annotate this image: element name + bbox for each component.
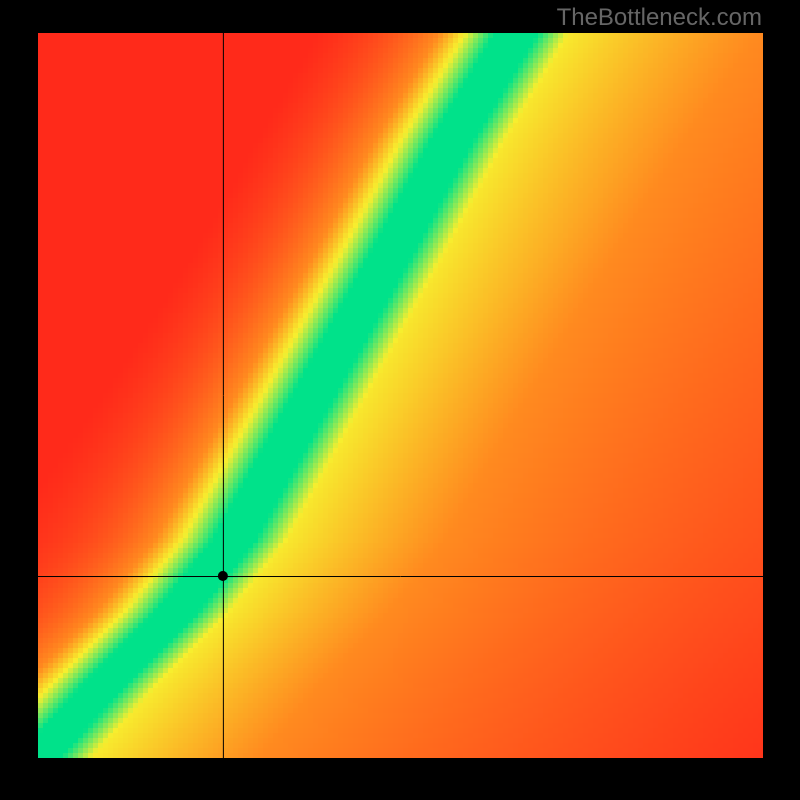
heatmap-canvas — [38, 33, 763, 758]
watermark-text: TheBottleneck.com — [557, 4, 762, 32]
figure-container: TheBottleneck.com — [0, 0, 800, 800]
heatmap-plot — [38, 33, 763, 758]
